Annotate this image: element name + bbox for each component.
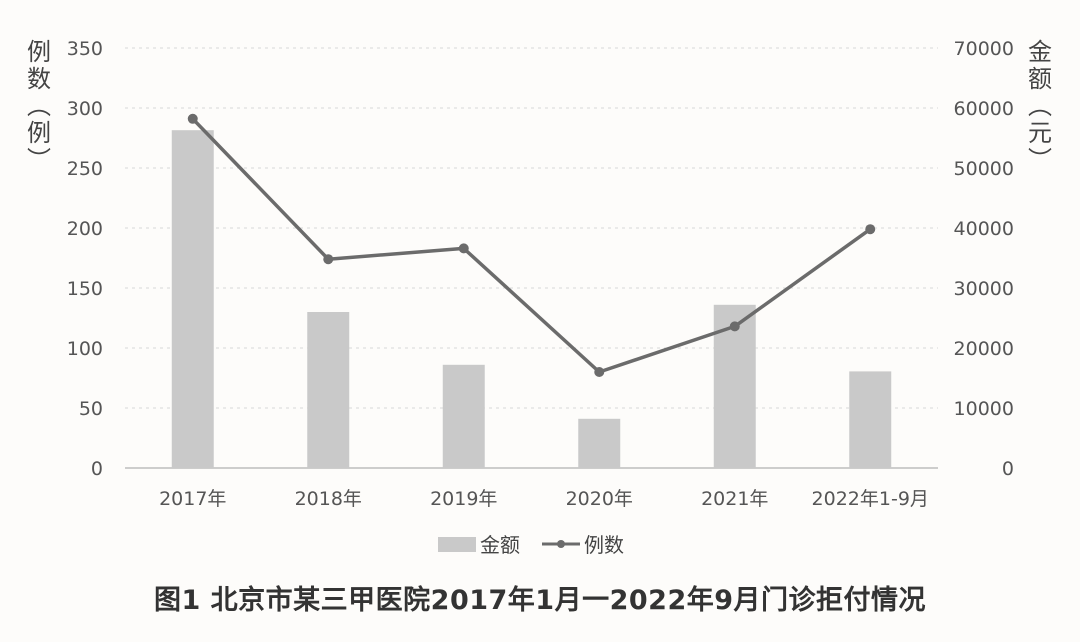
bar-series-amount: [171, 130, 892, 468]
left-axis-title-char: ︵: [27, 92, 51, 120]
right-tick-label: 70000: [954, 38, 1014, 60]
right-tick-label: 30000: [954, 278, 1014, 300]
line-point: [323, 254, 334, 265]
left-tick-label: 350: [67, 38, 103, 60]
bar: [578, 418, 621, 468]
left-axis-title-char: ︶: [27, 146, 51, 174]
x-tick-label: 2017年: [159, 488, 226, 510]
left-axis-ticks: 0 50 100 150 200 250 300 350: [67, 38, 103, 480]
left-tick-label: 250: [67, 158, 103, 180]
line-point: [729, 321, 740, 332]
chart: 0 50 100 150 200 250 300 350 0 10000 20000 30000 40…: [27, 38, 1052, 557]
bar: [307, 312, 350, 468]
legend-swatch-bar: [438, 537, 476, 552]
chart-caption: 图1 北京市某三甲医院2017年1月一2022年9月门诊拒付情况: [153, 585, 927, 616]
series-line: [191, 117, 872, 374]
left-axis-title-char: 例: [27, 119, 51, 147]
legend-label-line: 例数: [584, 533, 624, 557]
right-tick-label: 40000: [954, 218, 1014, 240]
line-point: [458, 243, 469, 254]
line-point: [594, 367, 605, 377]
line-series-cases: [187, 113, 876, 377]
line-point: [865, 224, 876, 235]
right-axis-title-char: ︶: [1028, 146, 1052, 174]
right-tick-label: 60000: [954, 98, 1014, 120]
right-axis-ticks: 0 10000 20000 30000 40000 50000 60000 70000: [954, 38, 1014, 480]
legend: 金额 例数: [438, 533, 624, 557]
right-axis-title-char: ︵: [1028, 92, 1052, 120]
left-tick-label: 200: [67, 218, 103, 240]
x-tick-label: 2018年: [295, 488, 362, 510]
right-axis-title-char: 金: [1028, 38, 1052, 66]
left-axis-title-char: 数: [27, 65, 51, 93]
line-point: [187, 113, 198, 124]
bar: [442, 364, 485, 468]
x-tick-label: 2019年: [430, 488, 497, 510]
gridlines: [125, 47, 938, 469]
right-tick-label: 20000: [954, 338, 1014, 360]
right-axis-title-char: 元: [1028, 119, 1052, 147]
x-tick-label: 2022年1-9月: [812, 488, 929, 510]
right-tick-label: 0: [1002, 458, 1014, 480]
right-axis-title-char: 额: [1028, 65, 1052, 93]
left-axis-title-char: 例: [27, 38, 51, 66]
right-axis-title: 金额︵元︶: [1028, 38, 1052, 174]
left-tick-label: 0: [91, 458, 103, 480]
left-axis-title: 例数︵例︶: [27, 38, 51, 174]
left-tick-label: 150: [67, 278, 103, 300]
bar: [849, 371, 892, 468]
legend-swatch-marker: [557, 540, 565, 548]
x-tick-label: 2021年: [701, 488, 768, 510]
right-tick-label: 10000: [954, 398, 1014, 420]
left-tick-label: 50: [79, 398, 103, 420]
bar: [171, 130, 214, 468]
right-tick-label: 50000: [954, 158, 1014, 180]
left-tick-label: 100: [67, 338, 103, 360]
x-axis-ticks: 2017年 2018年 2019年 2020年 2021年 2022年1-9月: [159, 488, 929, 510]
x-tick-label: 2020年: [566, 488, 633, 510]
legend-label-bar: 金额: [480, 533, 520, 557]
left-tick-label: 300: [67, 98, 103, 120]
